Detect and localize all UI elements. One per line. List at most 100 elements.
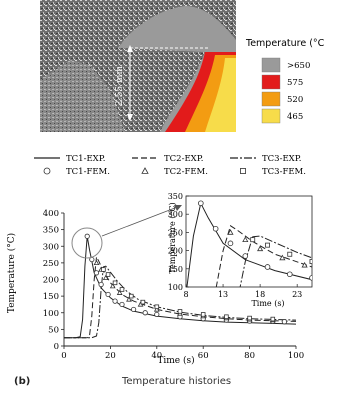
- weld-micrograph: 2.55 mm: [40, 0, 236, 132]
- inset-data-point: [279, 254, 286, 261]
- inset-y-tick-label: 250: [168, 228, 183, 237]
- data-point: [154, 304, 160, 310]
- legend-label: TC1-EXP.: [66, 154, 105, 164]
- data-point: [119, 287, 125, 292]
- data-point: [101, 267, 106, 272]
- inset-data-point: [309, 275, 312, 281]
- legend-label: TC3-EXP.: [262, 154, 301, 164]
- data-point: [140, 299, 146, 305]
- x-tick-label: 20: [105, 351, 116, 361]
- legend-value: 520: [287, 95, 303, 105]
- legend-marker: [141, 167, 149, 174]
- data-point: [102, 274, 109, 280]
- data-point: [131, 306, 137, 313]
- data-point: [109, 283, 116, 289]
- data-point: [177, 309, 183, 314]
- legend-label: TC1-FEM.: [66, 167, 110, 177]
- arrow-head-bottom-icon: [127, 114, 133, 121]
- x-axis-label: Time (s): [157, 355, 194, 366]
- data-point: [112, 280, 118, 286]
- inset-x-tick-label: 8: [183, 290, 188, 299]
- y-tick-label: 50: [48, 325, 59, 335]
- inset-data-point: [212, 225, 219, 232]
- legend-label: TC2-FEM.: [164, 167, 208, 177]
- legend-value: 575: [287, 78, 303, 88]
- inset-plot-area: [186, 200, 312, 287]
- inset-data-point: [250, 237, 256, 243]
- caption: (b) Temperature histories: [0, 372, 344, 394]
- data-point: [84, 233, 90, 239]
- inset-data-point: [286, 271, 293, 278]
- inset-y-tick-label: 350: [168, 192, 183, 201]
- caption-text: Temperature histories: [122, 376, 232, 387]
- zone-465: [205, 58, 236, 132]
- data-point: [153, 306, 160, 312]
- inset-data-point: [242, 253, 249, 259]
- temperature-legend-title: Temperature (°C: [245, 38, 325, 49]
- inset-x-tick-label: 13: [218, 290, 228, 299]
- data-point: [105, 272, 111, 277]
- inset-data-point: [309, 259, 312, 264]
- data-point: [126, 296, 132, 302]
- main-chart: 0 20 40 60 80 100 0 50 100 150 200 250 300 350 400: [43, 209, 304, 361]
- data-point: [224, 314, 229, 320]
- data-point: [270, 316, 276, 322]
- y-tick-label: 300: [43, 242, 59, 252]
- y-tick-label: 400: [43, 209, 59, 219]
- inset-frame: [185, 195, 313, 288]
- inset-y-axis-label: Temperature (°C): [168, 202, 177, 273]
- series-line: [64, 255, 297, 339]
- data-point: [105, 291, 111, 298]
- caption-label: (b): [14, 376, 31, 387]
- chart-legend: TC1-EXP. TC2-EXP. TC3-EXP. TC1-FEM. TC2-FEM.…: [34, 154, 306, 177]
- legend-value: 465: [287, 112, 303, 122]
- x-tick-label: 80: [244, 351, 255, 361]
- inset-data-point: [257, 245, 264, 252]
- inset-x-tick-label: 23: [292, 290, 302, 299]
- zoom-connector: [101, 205, 181, 237]
- inset-data-point: [264, 264, 271, 270]
- zoom-circle: [71, 227, 103, 259]
- inset-data-point: [265, 242, 270, 248]
- dimension-label: 2.55 mm: [115, 66, 125, 106]
- x-tick-label: 100: [288, 351, 304, 361]
- legend-swatch: [261, 91, 281, 107]
- y-tick-label: 100: [43, 309, 59, 319]
- inset-y-tick-label: 300: [168, 210, 183, 219]
- legend-swatch: [261, 74, 281, 90]
- inset-data-point: [227, 240, 234, 247]
- series-line: [64, 265, 297, 339]
- inset-x-tick-label: 18: [255, 290, 265, 299]
- inset-y-tick-label: 150: [168, 265, 183, 274]
- legend-swatch: [261, 108, 281, 124]
- x-tick-label: 0: [61, 351, 66, 361]
- data-point: [154, 311, 160, 318]
- legend-marker: [43, 167, 51, 175]
- y-tick-label: 350: [43, 226, 59, 236]
- inset-chart: 8 13 18 23 100 150 200 250 300 350: [168, 192, 313, 299]
- data-point: [112, 298, 118, 304]
- y-tick-label: 150: [43, 292, 59, 302]
- legend-marker: [240, 168, 246, 174]
- data-point: [200, 312, 206, 317]
- inset-data-point: [301, 261, 308, 268]
- x-tick-label: 40: [151, 351, 162, 361]
- inset-data-point: [287, 251, 293, 257]
- y-tick-label: 250: [43, 259, 59, 269]
- inset-y-tick-label: 100: [168, 283, 183, 292]
- legend-label: TC3-FEM.: [262, 167, 306, 177]
- temperature-legend: Temperature (°C >650 575 520 465: [245, 38, 325, 124]
- y-tick-label: 0: [54, 342, 59, 352]
- data-point: [93, 270, 100, 276]
- data-point: [247, 315, 252, 321]
- inset-series-line: [186, 201, 312, 287]
- data-point: [98, 281, 104, 288]
- data-point: [142, 310, 148, 316]
- data-point: [281, 319, 287, 325]
- legend-value: >650: [287, 61, 310, 71]
- arrow-head-top-icon: [127, 45, 133, 52]
- base-metal-region: [40, 60, 125, 132]
- legend-swatch: [261, 57, 281, 73]
